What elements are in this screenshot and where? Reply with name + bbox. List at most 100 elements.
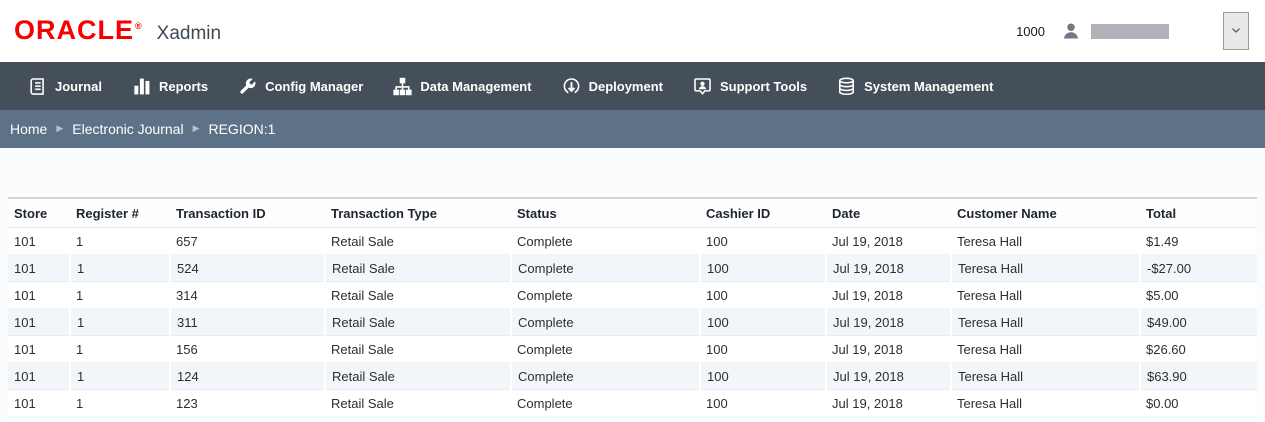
cell-transaction-id: 123 <box>170 389 325 417</box>
column-header-register: Register # <box>70 197 170 228</box>
support-bubble-icon <box>693 77 712 96</box>
table-row[interactable]: 101 1 123 Retail Sale Complete 100 Jul 19, 201… <box>8 389 1257 417</box>
nav-bar: Journal Reports Config Manager Data Managem… <box>0 62 1265 110</box>
table-header-row: Store Register # Transaction ID Transaction… <box>8 197 1257 228</box>
nav-item-label: Journal <box>55 78 102 94</box>
cell-cashier-id: 100 <box>700 389 826 417</box>
download-circle-icon <box>562 77 581 96</box>
cell-total: -$27.00 <box>1140 254 1257 282</box>
nav-item-support-tools[interactable]: Support Tools <box>693 77 807 96</box>
cell-cashier-id: 100 <box>700 308 827 336</box>
cell-transaction-id: 657 <box>170 227 325 255</box>
cell-transaction-type: Retail Sale <box>325 308 512 336</box>
cell-date: Jul 19, 2018 <box>826 281 951 309</box>
cell-store: 101 <box>8 335 70 363</box>
nav-item-label: System Management <box>864 78 994 94</box>
cell-total: $26.60 <box>1140 335 1257 363</box>
cell-status: Complete <box>511 281 700 309</box>
breadcrumb-item-region-1[interactable]: REGION:1 <box>208 121 276 137</box>
column-header-date: Date <box>826 197 951 228</box>
cell-transaction-id: 524 <box>170 254 326 282</box>
user-name-redacted <box>1091 23 1169 39</box>
column-header-cashier-id: Cashier ID <box>700 197 826 228</box>
cell-status: Complete <box>511 227 700 255</box>
table-row[interactable]: 101 1 124 Retail Sale Complete 100 Jul 19, 201… <box>8 362 1257 390</box>
table-row[interactable]: 101 1 311 Retail Sale Complete 100 Jul 19, 201… <box>8 308 1257 336</box>
column-header-total: Total <box>1140 197 1257 228</box>
nav-item-reports[interactable]: Reports <box>132 77 208 96</box>
cell-cashier-id: 100 <box>700 362 827 390</box>
cell-register: 1 <box>70 362 171 390</box>
cell-customer-name: Teresa Hall <box>951 389 1140 417</box>
chevron-down-icon <box>1229 23 1243 40</box>
cell-store: 101 <box>8 389 70 417</box>
user-id: 1000 <box>1016 23 1045 39</box>
brand: ORACLE® Xadmin <box>14 17 221 45</box>
app-name: Xadmin <box>156 23 222 44</box>
cell-customer-name: Teresa Hall <box>951 335 1140 363</box>
person-icon <box>1061 21 1081 41</box>
cell-transaction-id: 124 <box>170 362 326 390</box>
nav-item-data-management[interactable]: Data Management <box>393 77 532 96</box>
column-header-transaction-type: Transaction Type <box>325 197 511 228</box>
cell-store: 101 <box>8 227 70 255</box>
cell-total: $0.00 <box>1140 389 1257 417</box>
cell-register: 1 <box>70 281 170 309</box>
nav-item-label: Config Manager <box>265 78 364 94</box>
cell-date: Jul 19, 2018 <box>826 227 951 255</box>
cell-customer-name: Teresa Hall <box>951 308 1141 336</box>
cell-status: Complete <box>511 389 700 417</box>
table-row[interactable]: 101 1 657 Retail Sale Complete 100 Jul 19, 201… <box>8 227 1257 255</box>
cell-store: 101 <box>8 362 71 390</box>
breadcrumb-separator-icon: ▶ <box>192 122 200 133</box>
user-area: 1000 <box>1016 12 1251 50</box>
cell-total: $1.49 <box>1140 227 1257 255</box>
cell-status: Complete <box>511 362 701 390</box>
cell-customer-name: Teresa Hall <box>951 362 1141 390</box>
cell-status: Complete <box>511 254 701 282</box>
breadcrumb-item-electronic-journal[interactable]: Electronic Journal <box>72 121 184 137</box>
cell-transaction-type: Retail Sale <box>325 254 512 282</box>
cell-total: $63.90 <box>1140 362 1257 390</box>
cell-customer-name: Teresa Hall <box>951 254 1141 282</box>
cell-transaction-type: Retail Sale <box>325 362 512 390</box>
nav-item-label: Deployment <box>588 78 663 94</box>
cell-transaction-type: Retail Sale <box>325 281 511 309</box>
cell-register: 1 <box>70 389 170 417</box>
header-dropdown[interactable] <box>1223 12 1249 50</box>
cell-customer-name: Teresa Hall <box>951 227 1140 255</box>
nav-item-system-management[interactable]: System Management <box>837 77 993 96</box>
cell-total: $49.00 <box>1140 308 1257 336</box>
oracle-logo: ORACLE® <box>14 17 143 44</box>
top-header: ORACLE® Xadmin 1000 <box>0 0 1265 62</box>
cell-register: 1 <box>70 335 170 363</box>
nav-item-label: Support Tools <box>719 78 808 94</box>
column-header-store: Store <box>8 197 70 228</box>
nav-item-deployment[interactable]: Deployment <box>562 77 663 96</box>
sitemap-icon <box>393 77 412 96</box>
cell-store: 101 <box>8 254 71 282</box>
cell-cashier-id: 100 <box>700 254 827 282</box>
content: Store Register # Transaction ID Transaction… <box>0 148 1265 422</box>
cell-store: 101 <box>8 281 70 309</box>
cell-status: Complete <box>511 308 701 336</box>
table-body: 101 1 657 Retail Sale Complete 100 Jul 19, 201… <box>8 227 1257 417</box>
cell-date: Jul 19, 2018 <box>826 254 952 282</box>
nav-item-journal[interactable]: Journal <box>28 77 102 96</box>
table-row[interactable]: 101 1 524 Retail Sale Complete 100 Jul 19, 201… <box>8 254 1257 282</box>
breadcrumb-separator-icon: ▶ <box>56 122 64 133</box>
wrench-icon <box>238 77 257 96</box>
cell-transaction-type: Retail Sale <box>325 389 511 417</box>
nav-item-config-manager[interactable]: Config Manager <box>238 77 363 96</box>
cell-transaction-type: Retail Sale <box>325 227 511 255</box>
oracle-logo-text: ORACLE <box>14 15 134 45</box>
cell-cashier-id: 100 <box>700 227 826 255</box>
column-header-status: Status <box>511 197 700 228</box>
cell-total: $5.00 <box>1140 281 1257 309</box>
journal-icon <box>28 77 47 96</box>
table-row[interactable]: 101 1 156 Retail Sale Complete 100 Jul 19, 201… <box>8 335 1257 363</box>
cell-cashier-id: 100 <box>700 281 826 309</box>
table-row[interactable]: 101 1 314 Retail Sale Complete 100 Jul 19, 201… <box>8 281 1257 309</box>
breadcrumb-item-home[interactable]: Home <box>10 121 48 137</box>
